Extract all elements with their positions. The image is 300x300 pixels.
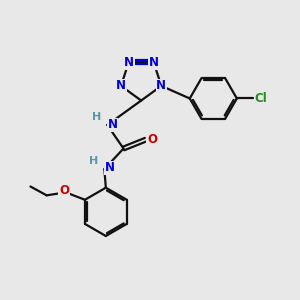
Text: O: O bbox=[59, 184, 69, 197]
Text: N: N bbox=[156, 80, 166, 92]
Text: N: N bbox=[148, 56, 159, 69]
Text: N: N bbox=[108, 118, 118, 131]
Text: H: H bbox=[88, 156, 98, 166]
Text: N: N bbox=[116, 80, 126, 92]
Text: O: O bbox=[147, 133, 157, 146]
Text: N: N bbox=[105, 161, 115, 175]
Text: Cl: Cl bbox=[255, 92, 267, 105]
Text: N: N bbox=[124, 56, 134, 69]
Text: H: H bbox=[92, 112, 102, 122]
